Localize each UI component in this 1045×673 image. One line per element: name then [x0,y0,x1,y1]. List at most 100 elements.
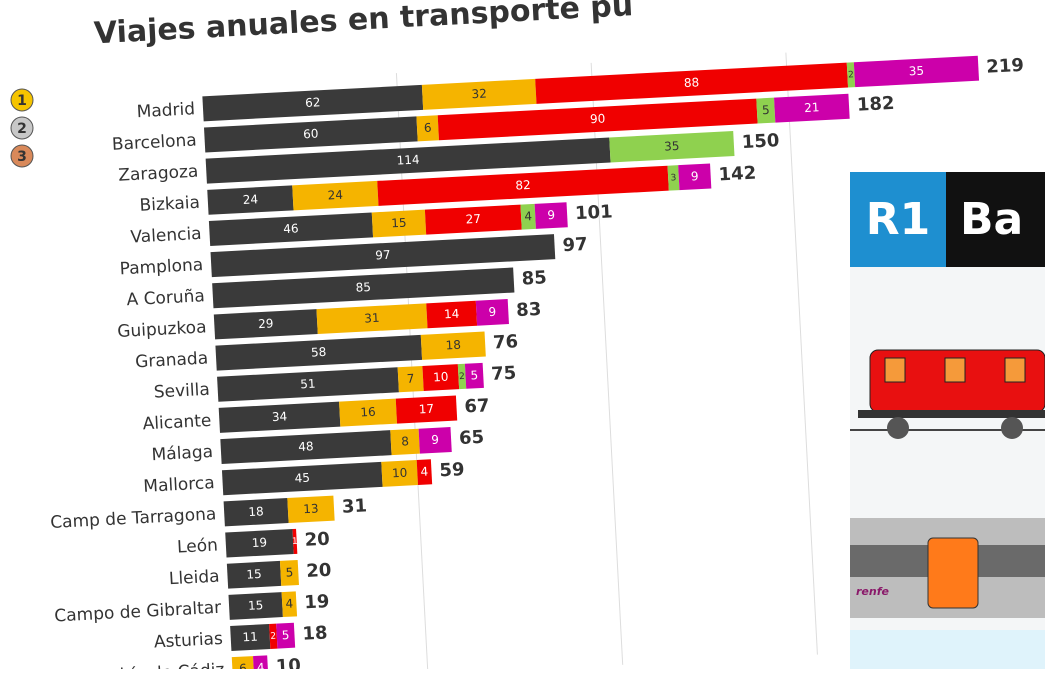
total-label: 101 [575,201,614,224]
category-label: Sevilla [153,380,210,403]
value-label: 4 [257,660,265,669]
category-label: A Coruña [126,286,205,310]
value-label: 9 [431,433,439,447]
value-label: 4 [420,464,428,478]
value-label: 58 [311,345,327,360]
value-label: 9 [488,305,496,319]
value-label: 88 [684,75,700,90]
category-label: Madrid [136,99,195,122]
category-label: León [177,535,219,557]
value-label: 35 [664,139,680,154]
category-label: Granada [135,349,209,373]
total-label: 182 [856,93,895,116]
value-label: 15 [246,567,262,582]
platform [850,630,1045,669]
value-label: 2 [459,372,465,382]
total-label: 76 [493,331,519,353]
total-label: 20 [306,560,332,582]
grid-line [786,53,818,655]
value-label: 62 [305,95,321,110]
value-label: 9 [691,169,699,183]
value-label: 5 [285,565,293,579]
window [1005,358,1025,382]
value-label: 2 [270,632,276,642]
value-label: 48 [298,439,314,454]
window [885,358,905,382]
value-label: 60 [303,127,319,142]
value-label: 9 [547,208,555,222]
photo-panel: R1 Ba renfe [850,172,1045,669]
value-label: 51 [300,377,316,392]
value-label: 15 [248,598,264,613]
value-label: 24 [242,192,258,207]
value-label: 85 [355,280,371,295]
category-label: Camp de Tarragona [50,504,217,533]
value-label: 8 [401,434,409,448]
total-label: 150 [741,130,780,153]
category-label: Alicante [142,411,212,435]
value-label: 6 [424,121,432,135]
category-label: Mallorca [143,473,215,497]
value-label: 13 [303,501,319,516]
value-label: 4 [524,209,532,223]
total-label: 97 [562,234,588,256]
value-label: 11 [242,630,258,645]
door [928,538,978,608]
value-label: 32 [471,86,487,101]
chassis [858,410,1045,418]
value-label: 6 [239,661,247,669]
chart-title: Viajes anuales en transporte pú [93,0,634,51]
category-label: Guipuzkoa [117,317,207,342]
value-label: 18 [248,504,264,519]
total-label: 219 [986,55,1025,78]
line-label: R1 [866,194,931,245]
value-label: 18 [445,338,461,353]
value-label: 97 [375,248,391,263]
chart: Viajes anuales en transporte pú Madrid62… [0,0,1045,669]
total-label: 85 [521,267,547,289]
total-label: 142 [718,163,757,186]
rank-label: 1 [17,93,27,109]
value-label: 90 [590,112,606,127]
category-label: Pamplona [119,255,204,279]
total-label: 67 [464,395,490,417]
category-label: Lleida [168,567,220,590]
value-label: 45 [294,471,310,486]
total-label: 31 [341,495,367,517]
value-label: 46 [283,221,299,236]
value-label: 31 [364,311,380,326]
value-label: 10 [392,466,408,481]
category-label: Campo de Gibraltar [54,598,222,627]
value-label: 114 [396,152,420,167]
total-label: 20 [304,529,330,551]
value-label: 34 [272,409,288,424]
rank-label: 3 [17,149,27,165]
value-label: 1 [292,537,298,547]
value-label: 3 [670,173,676,183]
total-label: 18 [302,622,328,644]
value-label: 82 [515,178,531,193]
value-label: 15 [391,216,407,231]
category-label: Málaga [151,442,213,465]
value-label: 4 [285,597,293,611]
total-label: 19 [304,591,330,613]
total-label: 75 [491,363,517,385]
value-label: 14 [444,307,460,322]
rank-label: 2 [17,121,27,137]
window [945,358,965,382]
total-label: 65 [459,427,485,449]
total-label: 83 [516,299,542,321]
value-label: 5 [762,103,770,117]
value-label: 16 [360,405,376,420]
value-label: 5 [470,368,478,382]
value-label: 35 [908,64,924,79]
value-label: 7 [406,371,414,385]
wheel [887,417,909,439]
value-label: 29 [258,316,274,331]
total-label: 59 [439,459,465,481]
value-label: 21 [804,100,820,115]
category-label: Asturias [153,629,223,653]
value-label: 10 [433,370,449,385]
value-label: 2 [848,70,854,80]
category-label: Barcelona [111,130,197,154]
